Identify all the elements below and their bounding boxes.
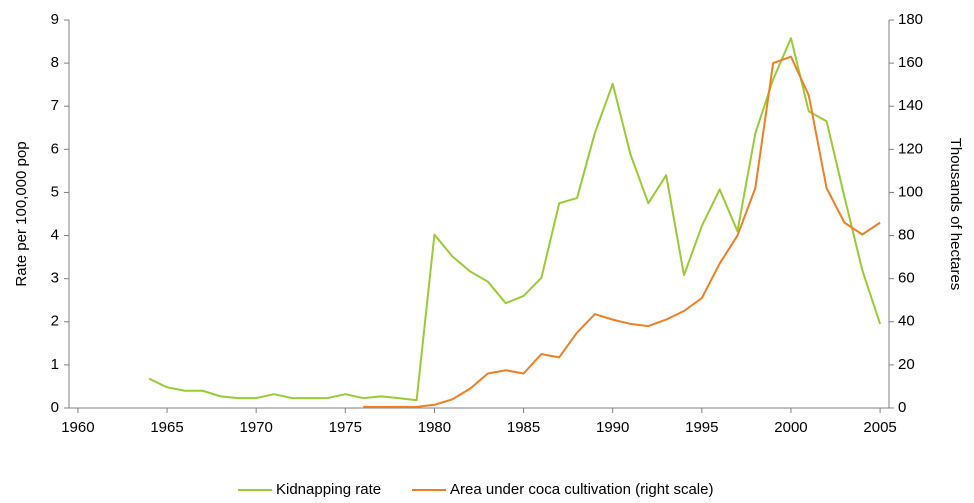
y-tick-label: 6 — [51, 140, 59, 157]
y2-tick-label: 160 — [898, 54, 923, 71]
data-line — [363, 55, 881, 408]
x-tick-label: 1960 — [61, 419, 94, 436]
x-tick-label: 1970 — [239, 419, 272, 436]
x-tick-label: 1980 — [418, 419, 451, 436]
y2-tick-label: 120 — [898, 140, 923, 157]
x-tick-label: 2000 — [774, 419, 807, 436]
x-tick-label: 1985 — [507, 419, 540, 436]
y-tick-label: 7 — [51, 97, 59, 114]
y-tick-label: 9 — [51, 11, 59, 28]
x-tick-label: 1995 — [685, 419, 718, 436]
y2-tick-label: 140 — [898, 97, 923, 114]
y2-tick-label: 180 — [898, 11, 923, 28]
y-tick-label: 8 — [51, 54, 59, 71]
legend-label: Area under coca cultivation (right scale… — [450, 481, 713, 498]
y-tick-label: 3 — [51, 270, 59, 287]
y-tick-label: 5 — [51, 183, 59, 200]
y2-tick-label: 60 — [898, 270, 915, 287]
y-axis-title: Rate per 100,000 pop — [13, 141, 30, 286]
x-tick-label: 1990 — [596, 419, 629, 436]
x-tick-label: 1965 — [150, 419, 183, 436]
y-tick-label: 2 — [51, 313, 59, 330]
x-tick-label: 2005 — [863, 419, 896, 436]
y2-tick-label: 20 — [898, 356, 915, 373]
legend-label: Kidnapping rate — [276, 481, 381, 498]
y2-tick-label: 80 — [898, 227, 915, 244]
x-tick-label: 1975 — [329, 419, 362, 436]
y-tick-label: 1 — [51, 356, 59, 373]
data-line — [148, 37, 882, 402]
y2-tick-label: 0 — [898, 399, 906, 416]
y2-axis-title: Thousands of hectares — [947, 138, 964, 291]
y-tick-label: 0 — [51, 399, 59, 416]
y2-tick-label: 100 — [898, 183, 923, 200]
y2-tick-label: 40 — [898, 313, 915, 330]
y-tick-label: 4 — [51, 227, 59, 244]
